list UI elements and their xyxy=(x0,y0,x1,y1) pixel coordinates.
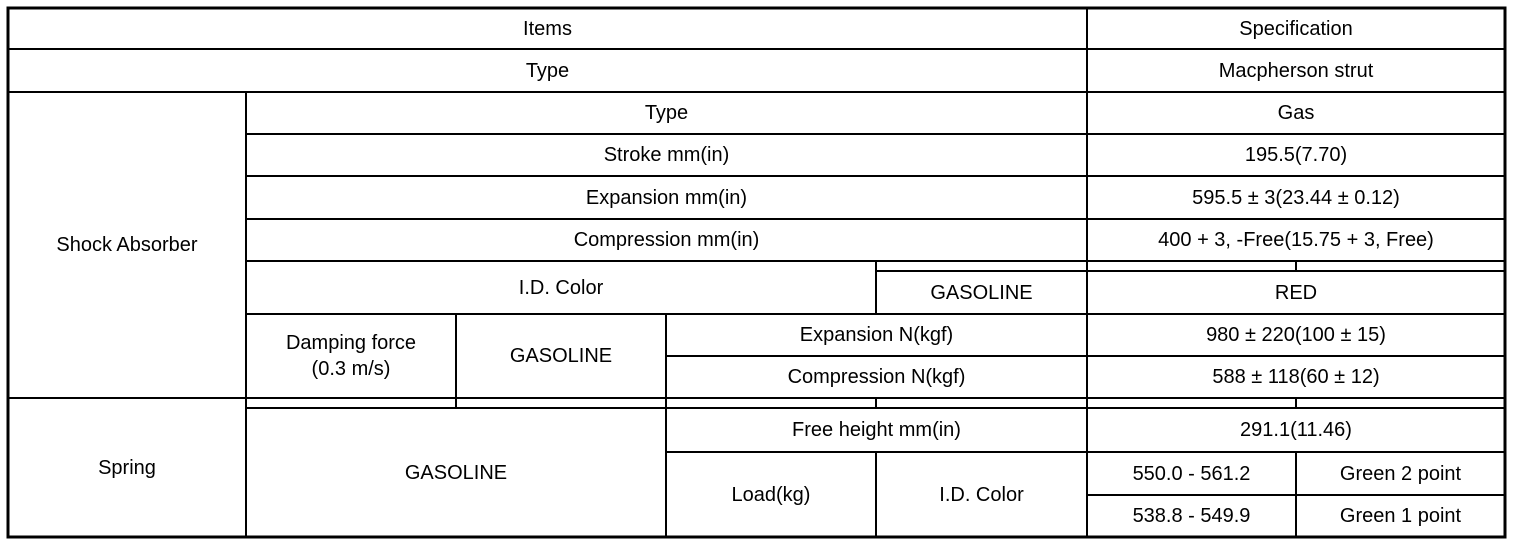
color-value-2: Green 1 point xyxy=(1339,505,1462,527)
load-value-2: 538.8 - 549.9 xyxy=(1132,505,1251,527)
spring-variant: GASOLINE xyxy=(404,461,508,484)
compression-value: 400 + 3, -Free(15.75 + 3, Free) xyxy=(1158,229,1434,251)
stroke-label: Stroke mm(in) xyxy=(603,144,730,166)
damping-compression-label: Compression N(kgf) xyxy=(787,366,966,388)
type-label: Type xyxy=(525,59,570,82)
id-color-label: I.D. Color xyxy=(518,276,604,299)
damping-force-speed: (0.3 m/s) xyxy=(311,358,391,380)
sa-type-label: Type xyxy=(644,102,689,124)
header-items: Items xyxy=(523,17,572,40)
load-value-1: 550.0 - 561.2 xyxy=(1132,462,1251,485)
damping-expansion-label: Expansion N(kgf) xyxy=(799,324,954,346)
sa-type-value: Gas xyxy=(1277,102,1315,124)
shock-absorber-label: Shock Absorber xyxy=(56,234,198,256)
damping-compression-value: 588 ± 118(60 ± 12) xyxy=(1212,366,1380,388)
id-color-variant: GASOLINE xyxy=(930,281,1033,304)
grid-lines xyxy=(8,8,1505,537)
header-specification: Specification xyxy=(1239,17,1353,40)
stroke-value: 195.5(7.70) xyxy=(1244,144,1348,166)
type-value: Macpherson strut xyxy=(1218,59,1374,82)
spring-label: Spring xyxy=(98,456,156,479)
color-value-1: Green 2 point xyxy=(1339,462,1462,485)
damping-variant: GASOLINE xyxy=(509,345,613,367)
free-height-label: Free height mm(in) xyxy=(792,419,961,441)
spring-id-color-label: I.D. Color xyxy=(939,483,1024,506)
expansion-value: 595.5 ± 3(23.44 ± 0.12) xyxy=(1192,186,1400,209)
compression-label: Compression mm(in) xyxy=(573,229,760,251)
free-height-value: 291.1(11.46) xyxy=(1240,419,1352,441)
load-label: Load(kg) xyxy=(731,483,811,506)
id-color-value: RED xyxy=(1274,281,1318,304)
expansion-label: Expansion mm(in) xyxy=(585,186,748,209)
damping-force-label: Damping force (0.3 m/s) xyxy=(246,314,456,398)
table-border xyxy=(6,6,1507,539)
damping-expansion-value: 980 ± 220(100 ± 15) xyxy=(1206,324,1386,346)
damping-force-title: Damping force xyxy=(285,332,417,354)
